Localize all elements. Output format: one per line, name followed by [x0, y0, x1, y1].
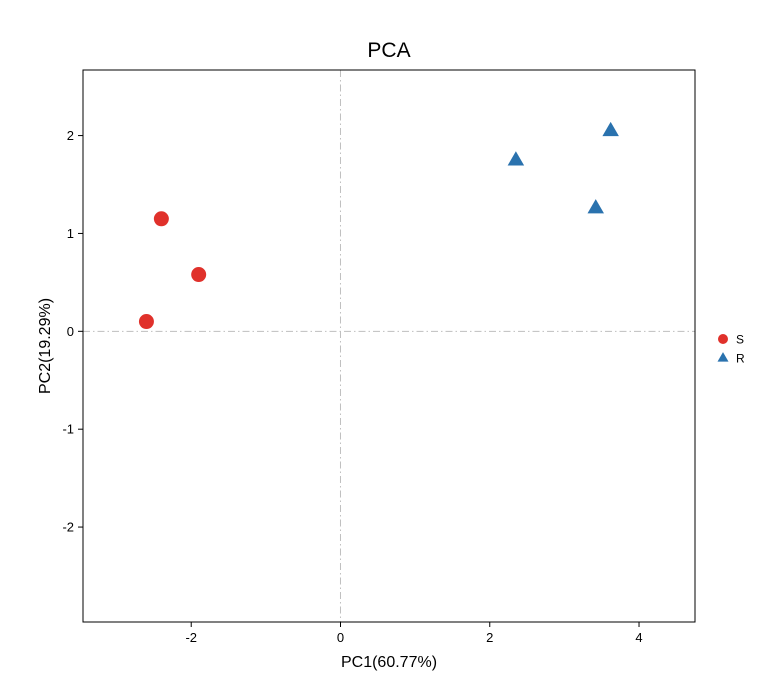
reference-lines	[83, 70, 695, 622]
legend-label: R	[736, 352, 745, 366]
y-axis-title: PC2(19.29%)	[37, 298, 54, 394]
plot-frame	[82, 69, 696, 623]
data-point-circle	[153, 211, 169, 227]
x-axis: -2 0 2 4	[185, 622, 643, 645]
x-tick-label: 0	[337, 630, 344, 645]
data-point-triangle	[602, 121, 619, 137]
y-tick-label: -2	[62, 520, 74, 535]
data-point-circle	[191, 267, 207, 283]
y-tick-label: -1	[62, 422, 74, 437]
y-tick-label: 2	[67, 128, 74, 143]
series-s	[138, 211, 207, 330]
data-point-triangle	[507, 151, 525, 166]
legend-key-triangle	[717, 352, 729, 362]
y-tick-label: 0	[67, 324, 74, 339]
legend-label: S	[736, 333, 744, 347]
y-tick-label: 1	[67, 226, 74, 241]
data-point-circle	[138, 314, 154, 330]
x-tick-label: 2	[486, 630, 493, 645]
data-points	[138, 121, 619, 330]
x-tick-label: -2	[185, 630, 197, 645]
y-axis: -2 -1 0 1 2	[62, 128, 83, 535]
data-point-triangle	[587, 199, 604, 214]
series-r	[507, 121, 619, 214]
chart-title: PCA	[367, 39, 410, 62]
legend: SR	[717, 333, 745, 366]
x-tick-label: 4	[635, 630, 642, 645]
x-axis-title: PC1(60.77%)	[341, 654, 437, 671]
legend-key-circle	[718, 334, 728, 344]
